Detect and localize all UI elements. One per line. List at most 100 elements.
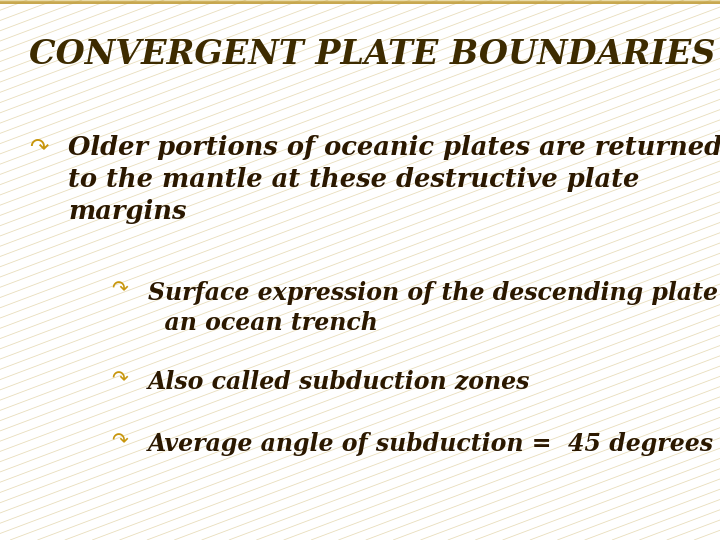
Bar <box>0 1 720 2</box>
Bar <box>0 1 720 3</box>
Bar <box>0 1 720 2</box>
Bar <box>0 2 720 3</box>
Bar <box>0 1 720 3</box>
Bar <box>0 2 720 3</box>
Bar <box>0 2 720 3</box>
Bar <box>0 2 720 3</box>
Bar <box>0 2 720 3</box>
Bar <box>0 1 720 3</box>
Bar <box>0 2 720 4</box>
Bar <box>0 0 720 2</box>
Bar <box>0 1 720 3</box>
Bar <box>0 2 720 4</box>
Text: Also called subduction zones: Also called subduction zones <box>148 370 530 394</box>
Bar <box>0 1 720 2</box>
Bar <box>0 2 720 3</box>
Bar <box>0 1 720 3</box>
Bar <box>0 1 720 3</box>
Bar <box>0 0 720 2</box>
Bar <box>0 2 720 4</box>
Bar <box>0 1 720 3</box>
Bar <box>0 0 720 2</box>
Bar <box>0 1 720 3</box>
Bar <box>0 2 720 3</box>
Bar <box>0 2 720 3</box>
Bar <box>0 0 720 2</box>
Bar <box>0 1 720 2</box>
Bar <box>0 0 720 2</box>
Bar <box>0 1 720 3</box>
Bar <box>0 1 720 2</box>
Bar <box>0 1 720 3</box>
Bar <box>0 1 720 3</box>
Bar <box>0 1 720 3</box>
Bar <box>0 1 720 2</box>
Bar <box>0 2 720 3</box>
Bar <box>0 1 720 2</box>
Bar <box>0 2 720 4</box>
Bar <box>0 1 720 2</box>
Bar <box>0 1 720 3</box>
Bar <box>0 1 720 2</box>
Bar <box>0 2 720 3</box>
Bar <box>0 2 720 3</box>
Bar <box>0 0 720 2</box>
Bar <box>0 1 720 3</box>
Bar <box>0 1 720 2</box>
Bar <box>0 2 720 4</box>
Bar <box>0 1 720 3</box>
Bar <box>0 2 720 3</box>
Text: CONVERGENT PLATE BOUNDARIES: CONVERGENT PLATE BOUNDARIES <box>29 38 715 71</box>
Bar <box>0 0 720 2</box>
Bar <box>0 1 720 2</box>
Bar <box>0 0 720 2</box>
Bar <box>0 2 720 3</box>
Bar <box>0 2 720 4</box>
Bar <box>0 0 720 2</box>
Text: ↷: ↷ <box>112 370 128 389</box>
Bar <box>0 0 720 2</box>
Bar <box>0 1 720 3</box>
Bar <box>0 1 720 2</box>
Bar <box>0 0 720 2</box>
Bar <box>0 2 720 3</box>
Bar <box>0 2 720 3</box>
Bar <box>0 1 720 2</box>
Bar <box>0 1 720 3</box>
Bar <box>0 1 720 2</box>
Bar <box>0 1 720 2</box>
Bar <box>0 1 720 3</box>
Bar <box>0 1 720 3</box>
Bar <box>0 1 720 3</box>
Bar <box>0 1 720 2</box>
Bar <box>0 1 720 3</box>
Bar <box>0 1 720 3</box>
Bar <box>0 2 720 3</box>
Bar <box>0 1 720 3</box>
Bar <box>0 1 720 2</box>
Bar <box>0 0 720 2</box>
Bar <box>0 1 720 2</box>
Bar <box>0 1 720 3</box>
Bar <box>0 2 720 4</box>
Bar <box>0 1 720 3</box>
Bar <box>0 2 720 4</box>
Bar <box>0 1 720 3</box>
Bar <box>0 1 720 2</box>
Bar <box>0 1 720 3</box>
Text: ↷: ↷ <box>29 135 48 158</box>
Bar <box>0 1 720 3</box>
Bar <box>0 1 720 3</box>
Bar <box>0 1 720 2</box>
Bar <box>0 2 720 3</box>
Text: Older portions of oceanic plates are returned
to the mantle at these destructive: Older portions of oceanic plates are ret… <box>68 135 720 224</box>
Bar <box>0 1 720 3</box>
Bar <box>0 1 720 3</box>
Bar <box>0 2 720 3</box>
Bar <box>0 1 720 2</box>
Text: ↷: ↷ <box>112 281 128 300</box>
Bar <box>0 1 720 2</box>
Bar <box>0 0 720 2</box>
Bar <box>0 1 720 2</box>
Bar <box>0 1 720 2</box>
